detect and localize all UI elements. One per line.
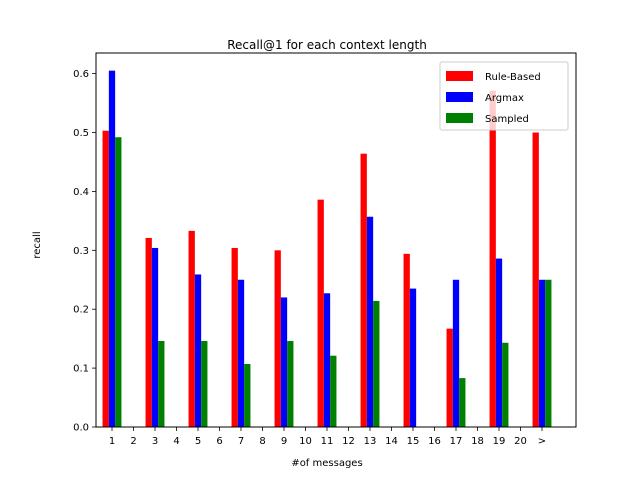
x-tick-label: 1	[109, 436, 115, 447]
plot-frame	[95, 52, 577, 428]
bar-rule-based-17	[446, 328, 453, 427]
x-tick-label: 14	[385, 436, 398, 447]
bar-rule-based-5	[188, 230, 195, 427]
x-tick-label: 16	[428, 436, 441, 447]
bar-sampled-9	[287, 341, 294, 427]
bar-argmax-9	[280, 297, 288, 427]
bar-argmax-15	[409, 288, 417, 427]
bar-sampled-11	[330, 355, 337, 427]
bar-argmax-5	[194, 274, 202, 427]
bar-argmax-17	[452, 279, 460, 427]
bar-rule-based-gt	[532, 132, 539, 427]
bar-argmax-3	[151, 247, 159, 427]
bar-argmax-gt	[538, 279, 546, 427]
bar-sampled-gt	[545, 279, 552, 427]
x-tick-label: 12	[342, 436, 355, 447]
legend-swatch-argmax	[446, 92, 473, 102]
y-tick-label: 0.1	[73, 364, 89, 375]
x-tick-label: 9	[281, 436, 287, 447]
x-tick-label: 15	[407, 436, 420, 447]
bar-rule-based-11	[317, 199, 324, 427]
bar-rule-based-1	[102, 130, 109, 428]
bar-rule-based-15	[403, 253, 410, 427]
bar-rule-based-13	[360, 153, 367, 427]
bar-argmax-11	[323, 293, 331, 427]
x-axis-ticks: 1 2 3 4 5 6 7 8 9 10 11 12 13 14 15 16 17 18 19 20 >	[109, 427, 546, 447]
bar-sampled-13	[373, 300, 380, 427]
bar-rule-based-7	[231, 247, 238, 427]
legend-swatch-rule-based	[446, 71, 473, 81]
legend: Rule-Based Argmax Sampled	[439, 61, 569, 131]
x-tick-label: 18	[471, 436, 484, 447]
x-tick-label: 11	[321, 436, 334, 447]
chart-title: Recall@1 for each context length	[227, 38, 427, 52]
x-tick-label: 6	[216, 436, 222, 447]
y-axis-label: recall	[32, 231, 43, 258]
y-tick-label: 0.0	[73, 423, 89, 434]
bar-sampled-5	[201, 341, 208, 427]
y-axis-ticks: 0.0 0.1 0.2 0.3 0.4 0.5 0.6	[73, 69, 96, 434]
x-tick-label: 13	[364, 436, 377, 447]
legend-label-rule-based: Rule-Based	[485, 72, 541, 83]
bar-rule-based-19	[489, 90, 496, 427]
legend-label-sampled: Sampled	[485, 114, 529, 125]
y-tick-label: 0.3	[73, 246, 89, 257]
bar-argmax-19	[495, 258, 503, 427]
bar-argmax-1	[108, 70, 116, 428]
x-tick-label: 19	[493, 436, 506, 447]
bar-argmax-13	[366, 216, 374, 427]
x-tick-label: 8	[259, 436, 265, 447]
x-tick-label: 10	[299, 436, 312, 447]
bar-sampled-19	[502, 342, 509, 427]
bars-group	[102, 70, 552, 428]
x-axis-label: #of messages	[291, 458, 362, 469]
x-tick-label: >	[538, 436, 546, 447]
y-tick-label: 0.5	[73, 128, 89, 139]
bar-sampled-7	[244, 363, 251, 427]
bar-sampled-17	[459, 378, 466, 427]
x-tick-label: 4	[173, 436, 179, 447]
x-tick-label: 3	[152, 436, 158, 447]
bar-rule-based-9	[274, 250, 281, 427]
x-tick-label: 7	[238, 436, 244, 447]
bar-argmax-7	[237, 279, 245, 427]
legend-label-argmax: Argmax	[485, 93, 524, 104]
x-tick-label: 17	[450, 436, 463, 447]
y-tick-label: 0.2	[73, 305, 89, 316]
x-tick-label: 5	[195, 436, 201, 447]
bar-sampled-3	[158, 341, 165, 427]
x-tick-label: 20	[514, 436, 527, 447]
y-tick-label: 0.6	[73, 69, 89, 80]
x-tick-label: 2	[130, 436, 136, 447]
bar-sampled-1	[115, 137, 122, 427]
bar-rule-based-3	[145, 237, 152, 427]
legend-swatch-sampled	[446, 113, 473, 123]
y-tick-label: 0.4	[73, 187, 89, 198]
